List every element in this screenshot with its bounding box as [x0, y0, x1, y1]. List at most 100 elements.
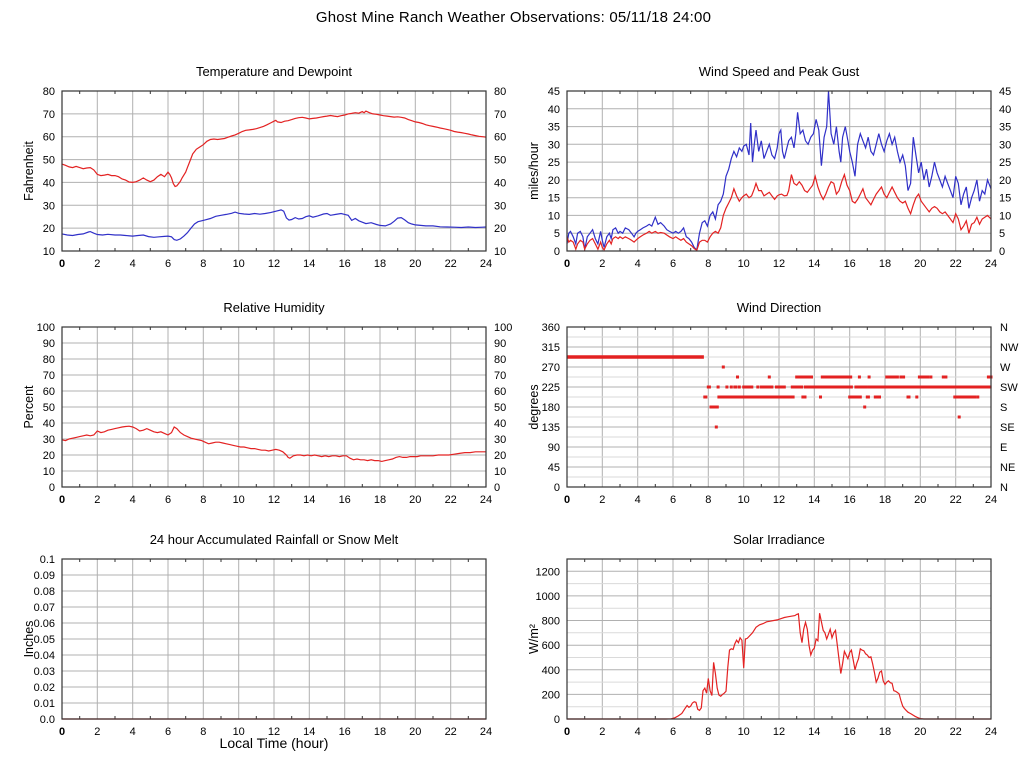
svg-text:0: 0	[999, 246, 1005, 258]
svg-text:80: 80	[43, 86, 55, 98]
svg-text:SW: SW	[1000, 382, 1018, 394]
svg-text:10: 10	[738, 258, 750, 270]
svg-text:200: 200	[542, 689, 560, 701]
chart-title: Wind Direction	[736, 300, 822, 315]
svg-text:2: 2	[599, 258, 605, 270]
svg-text:10: 10	[233, 726, 245, 738]
svg-text:80: 80	[43, 354, 55, 366]
svg-text:10: 10	[999, 210, 1011, 222]
svg-text:100: 100	[494, 322, 512, 334]
svg-text:2: 2	[599, 726, 605, 738]
svg-text:35: 35	[548, 122, 560, 134]
chart-title: Temperature and Dewpoint	[195, 64, 353, 79]
svg-text:50: 50	[494, 402, 506, 414]
svg-text:60: 60	[43, 386, 55, 398]
svg-text:0.02: 0.02	[34, 682, 55, 694]
svg-text:12: 12	[773, 258, 785, 270]
svg-text:30: 30	[548, 139, 560, 151]
chart-wind-direction: Wind Direction degrees 0 2 4 6 8 10 12 14 16 18 20…	[505, 287, 1025, 527]
svg-text:30: 30	[494, 200, 506, 212]
svg-text:40: 40	[43, 177, 55, 189]
svg-text:8: 8	[705, 726, 711, 738]
svg-text:20: 20	[409, 494, 421, 506]
svg-text:400: 400	[542, 665, 560, 677]
svg-text:0.08: 0.08	[34, 586, 55, 598]
svg-text:24: 24	[985, 258, 997, 270]
svg-text:16: 16	[844, 726, 856, 738]
svg-text:800: 800	[542, 616, 560, 628]
svg-text:90: 90	[548, 442, 560, 454]
svg-text:315: 315	[542, 342, 560, 354]
svg-text:0.07: 0.07	[34, 602, 55, 614]
svg-text:4: 4	[130, 258, 136, 270]
svg-text:70: 70	[43, 370, 55, 382]
svg-text:70: 70	[494, 370, 506, 382]
svg-text:14: 14	[303, 726, 315, 738]
svg-text:4: 4	[130, 726, 136, 738]
svg-text:14: 14	[303, 494, 315, 506]
svg-text:0: 0	[59, 726, 65, 738]
svg-text:22: 22	[445, 494, 457, 506]
svg-text:24: 24	[985, 494, 997, 506]
svg-text:30: 30	[43, 434, 55, 446]
svg-text:0.06: 0.06	[34, 618, 55, 630]
svg-text:14: 14	[808, 258, 820, 270]
svg-text:0: 0	[554, 482, 560, 494]
svg-text:40: 40	[999, 104, 1011, 116]
svg-text:10: 10	[43, 246, 55, 258]
plot-area: 0 2 4 6 8 10 12 14 16 18 20 22 240.00.010.020.030.04…	[34, 554, 493, 738]
svg-text:18: 18	[374, 726, 386, 738]
svg-text:12: 12	[773, 494, 785, 506]
svg-text:0: 0	[564, 258, 570, 270]
svg-text:12: 12	[268, 726, 280, 738]
svg-text:270: 270	[542, 362, 560, 374]
svg-text:8: 8	[200, 494, 206, 506]
page-title: Ghost Mine Ranch Weather Observations: 0…	[315, 9, 712, 26]
svg-text:10: 10	[494, 466, 506, 478]
svg-text:40: 40	[494, 418, 506, 430]
svg-text:8: 8	[200, 726, 206, 738]
svg-text:24: 24	[480, 726, 492, 738]
svg-text:100: 100	[37, 322, 55, 334]
svg-text:50: 50	[494, 155, 506, 167]
svg-text:80: 80	[494, 86, 506, 98]
svg-text:24: 24	[480, 494, 492, 506]
svg-text:10: 10	[233, 494, 245, 506]
svg-text:0: 0	[59, 494, 65, 506]
svg-text:90: 90	[494, 338, 506, 350]
svg-text:5: 5	[999, 228, 1005, 240]
svg-text:50: 50	[43, 402, 55, 414]
svg-text:20: 20	[409, 258, 421, 270]
svg-text:18: 18	[374, 258, 386, 270]
plot-area: 0 2 4 6 8 10 12 14 16 18 20 22 240200400600800100012…	[536, 558, 997, 738]
svg-text:6: 6	[670, 258, 676, 270]
svg-text:14: 14	[808, 726, 820, 738]
svg-text:22: 22	[950, 726, 962, 738]
svg-text:4: 4	[635, 726, 641, 738]
svg-text:1200: 1200	[536, 566, 560, 578]
svg-text:0: 0	[564, 494, 570, 506]
svg-text:2: 2	[94, 726, 100, 738]
svg-text:NE: NE	[1000, 462, 1015, 474]
svg-text:E: E	[1000, 442, 1007, 454]
svg-text:20: 20	[999, 175, 1011, 187]
svg-text:45: 45	[548, 86, 560, 98]
svg-text:40: 40	[494, 177, 506, 189]
svg-text:16: 16	[844, 258, 856, 270]
svg-text:0.03: 0.03	[34, 666, 55, 678]
svg-text:16: 16	[339, 726, 351, 738]
svg-text:12: 12	[773, 726, 785, 738]
chart-title: Solar Irradiance	[733, 532, 825, 547]
svg-text:20: 20	[43, 450, 55, 462]
svg-text:70: 70	[43, 109, 55, 121]
svg-text:0.01: 0.01	[34, 698, 55, 710]
x-axis-label: Local Time (hour)	[219, 735, 329, 751]
plot-area: 0 2 4 6 8 10 12 14 16 18 20 22 240459013518022527031…	[542, 322, 1019, 506]
svg-text:20: 20	[548, 175, 560, 187]
svg-text:12: 12	[268, 494, 280, 506]
svg-text:0: 0	[49, 482, 55, 494]
svg-text:22: 22	[950, 494, 962, 506]
